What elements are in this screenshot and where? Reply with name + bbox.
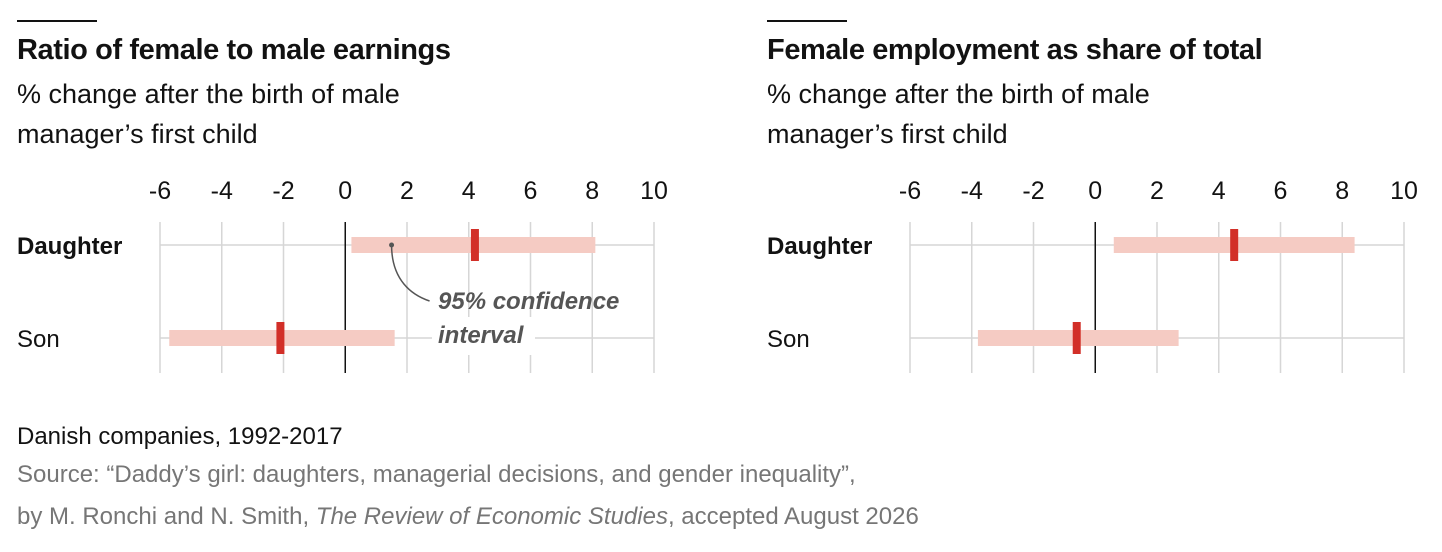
x-tick-label: 10 [1390,177,1418,205]
x-tick-label: -4 [211,177,233,205]
source-date: , accepted August 2026 [667,503,919,530]
x-tick-label: -6 [899,177,921,205]
footer-title: Danish companies, 1992-2017 [17,423,343,450]
chart-panel-earnings: Ratio of female to male earnings % chang… [0,0,690,390]
title-rule [767,20,847,22]
x-tick-label: -6 [149,177,171,205]
chart-title: Ratio of female to male earnings [17,34,451,66]
annotation-text: interval [438,322,525,349]
footer: Danish companies, 1992-2017 Source: “Dad… [17,420,919,538]
point-estimate-marker [276,322,285,354]
x-tick-label: 0 [1088,177,1102,205]
title-rule [17,20,97,22]
annotation-background [432,317,535,355]
source-line-2: by M. Ronchi and N. Smith, The Review of… [17,496,919,538]
point-estimate-marker [1072,322,1081,354]
source-authors: by M. Ronchi and N. Smith, [17,503,316,530]
x-tick-label: -4 [961,177,983,205]
x-tick-label: 2 [1150,177,1164,205]
x-tick-label: 8 [1335,177,1349,205]
annotation-text: 95% confidence [438,288,619,315]
chart-panel-employment: Female employment as share of total % ch… [750,0,1440,390]
x-tick-label: 10 [640,177,668,205]
x-tick-label: 4 [1212,177,1226,205]
x-tick-label: 2 [400,177,414,205]
point-estimate-marker [470,229,479,261]
chart-subtitle: % change after the birth of male manager… [17,79,400,149]
source-journal: The Review of Economic Studies [315,503,668,530]
forest-plot-employment: -6 -4 -2 0 2 4 6 8 10 Daughter Son [767,177,1418,373]
x-tick-label: -2 [1022,177,1044,205]
chart-title: Female employment as share of total [767,34,1263,66]
chart-subtitle: % change after the birth of male manager… [767,79,1150,149]
forest-plot-earnings: -6 -4 -2 0 2 4 6 8 10 Daughter Son 95% confidence in… [17,177,668,373]
x-tick-label: 0 [338,177,352,205]
point-estimate-marker [1230,229,1239,261]
x-tick-label: 6 [1274,177,1288,205]
row-label-son: Son [17,326,60,353]
row-label-son: Son [767,326,810,353]
source-line-1: Source: “Daddy’s girl: daughters, manage… [17,461,856,488]
x-tick-label: 8 [585,177,599,205]
row-label-daughter: Daughter [767,233,872,260]
x-tick-label: 6 [524,177,538,205]
row-label-daughter: Daughter [17,233,122,260]
annotation-leader-line [390,244,430,302]
x-tick-label: -2 [272,177,294,205]
x-tick-label: 4 [462,177,476,205]
